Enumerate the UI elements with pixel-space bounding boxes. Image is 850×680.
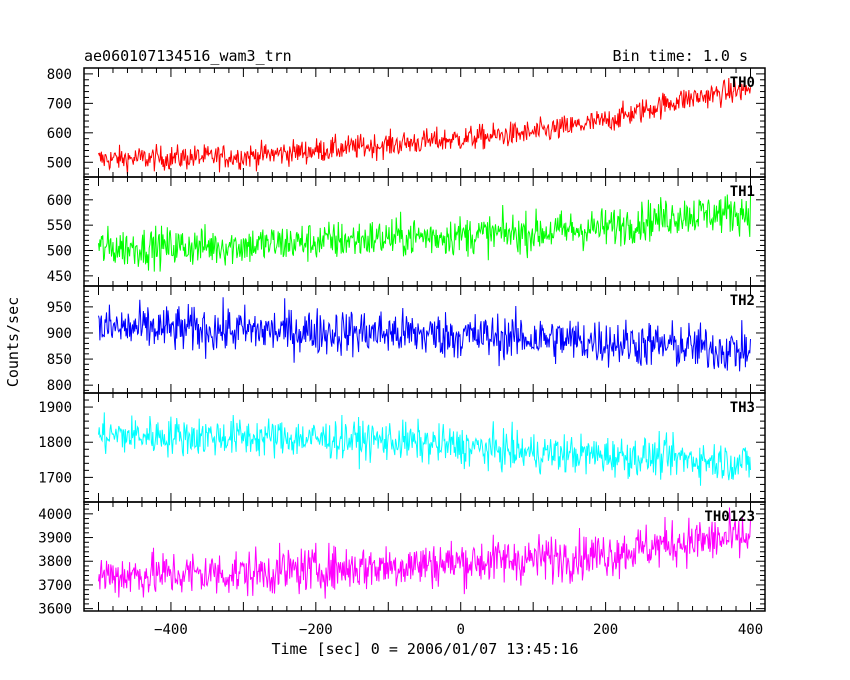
y-tick-label: 450 (47, 269, 72, 285)
x-tick-label: 200 (593, 622, 618, 638)
series-line-th2 (98, 297, 751, 372)
series-line-th0 (98, 77, 751, 175)
chart-title: ae060107134516_wam3_trn (84, 47, 292, 65)
y-tick-label: 850 (47, 352, 72, 368)
y-tick-label: 3900 (38, 531, 72, 547)
panel-label-th3: TH3 (730, 400, 755, 416)
panel-frame (83, 392, 766, 503)
y-tick-label: 500 (47, 155, 72, 171)
y-tick-label: 1800 (38, 435, 72, 451)
panel-label-th0123: TH0123 (704, 509, 755, 525)
y-axis-title: Counts/sec (4, 297, 22, 387)
y-tick-label: 600 (47, 126, 72, 142)
y-tick-label: 500 (47, 244, 72, 260)
y-tick-label: 3800 (38, 554, 72, 570)
y-tick-label: 700 (47, 96, 72, 112)
x-tick-label: −200 (299, 622, 333, 638)
y-tick-label: 600 (47, 193, 72, 209)
y-tick-label: 800 (47, 378, 72, 394)
panel-label-th0: TH0 (730, 75, 755, 91)
series-line-th0123 (98, 507, 751, 599)
bin-time-label: Bin time: 1.0 s (613, 47, 748, 65)
y-tick-label: 800 (47, 67, 72, 83)
x-axis-title: Time [sec] 0 = 2006/01/07 13:45:16 (271, 640, 578, 658)
panel-th2: 800 850 900 950 TH2 (47, 285, 766, 394)
y-tick-label: 550 (47, 218, 72, 234)
x-axis: −400 −200 0 200 400 (154, 622, 763, 638)
panel-th1: 450 500 550 600 TH1 (47, 176, 766, 287)
y-tick-label: 1700 (38, 470, 72, 486)
panel-label-th1: TH1 (730, 184, 755, 200)
y-tick-label: 3700 (38, 578, 72, 594)
series-line-th1 (98, 194, 751, 272)
y-tick-label: 950 (47, 300, 72, 316)
panel-th0: 500 600 700 800 TH0 (47, 67, 766, 178)
panels-group: 500 600 700 800 TH0 450 500 550 600 TH1 800 850 900 9… (38, 67, 766, 618)
y-tick-label: 1900 (38, 400, 72, 416)
panel-th0123: 3600 3700 3800 3900 4000 TH0123 (38, 501, 766, 618)
panel-label-th2: TH2 (730, 293, 755, 309)
x-tick-label: 400 (738, 622, 763, 638)
panel-th3: 1700 1800 1900 TH3 (38, 392, 766, 503)
y-tick-label: 900 (47, 326, 72, 342)
x-tick-label: 0 (457, 622, 465, 638)
x-tick-label: −400 (154, 622, 188, 638)
series-line-th3 (98, 412, 751, 486)
y-tick-label: 4000 (38, 507, 72, 523)
y-tick-label: 3600 (38, 602, 72, 618)
